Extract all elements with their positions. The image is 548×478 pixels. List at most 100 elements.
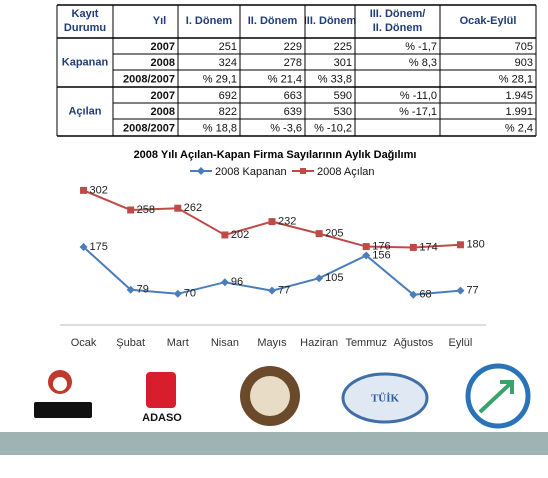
group-label: Kapanan [62,56,109,68]
legend-marker [300,168,306,174]
point [268,218,276,226]
year-cell: 2008/2007 [123,122,175,134]
header-cell: I. Dönem [186,15,233,27]
legend-label: 2008 Kapanan [215,166,287,178]
point [315,230,323,238]
x-tick-label: Eylül [449,337,473,349]
data-label: 77 [466,285,478,297]
point [409,290,418,299]
x-tick-label: Ağustos [393,337,433,349]
logo-ito-base [34,402,92,418]
header-cell: Yıl [153,15,166,27]
data-label: 68 [419,289,431,301]
point [456,286,465,295]
year-cell: 2007 [151,90,175,102]
value-cell: % 29,1 [203,73,237,85]
data-label: 262 [184,202,202,214]
value-cell: % -17,1 [399,106,437,118]
value-cell: 530 [334,106,352,118]
point [362,251,371,260]
x-tick-label: Temmuz [345,337,387,349]
x-tick-label: Mayıs [257,337,287,349]
data-label: 156 [372,249,390,261]
x-tick-label: Nisan [211,337,239,349]
logo-cka-arrow [478,380,514,414]
point [315,274,324,283]
logo-adaso-mark [146,372,176,408]
data-label: 176 [372,240,390,252]
value-cell: 705 [515,41,533,53]
point [174,204,182,212]
header-cell: Kayıt Durumu [64,8,106,34]
data-label: 258 [137,204,155,216]
data-label: 205 [325,228,343,240]
x-tick-label: Haziran [300,337,338,349]
data-label: 77 [278,285,290,297]
data-label: 175 [90,241,108,253]
logo-tuik-text: TÜİK [371,392,400,405]
value-cell: 324 [219,57,237,69]
logo-tuik [341,372,429,424]
value-cell: 251 [219,41,237,53]
value-cell: % 8,3 [409,57,437,69]
data-label: 202 [231,229,249,241]
logo-ito-mark [53,377,67,391]
value-cell: 663 [284,90,302,102]
value-cell: % -3,6 [270,122,302,134]
point [126,285,135,294]
logo-borsa-inner [250,376,290,416]
value-cell: % 2,4 [505,122,533,134]
data-label: 105 [325,272,343,284]
legend-label: 2008 Açılan [317,166,375,178]
point [362,243,370,251]
footer-band [0,432,548,455]
x-tick-label: Mart [167,337,189,349]
point [79,243,88,251]
point [80,186,88,194]
data-label: 96 [231,276,243,288]
value-cell: % -10,2 [314,122,352,134]
value-cell: 903 [515,57,533,69]
value-cell: 822 [219,106,237,118]
value-cell: % 28,1 [499,73,533,85]
legend-marker [197,167,205,175]
year-cell: 2008/2007 [123,73,175,85]
value-cell: 278 [284,57,302,69]
value-cell: 225 [334,41,352,53]
header-cell: III. Dönem [304,15,357,27]
data-label: 180 [466,239,484,251]
data-label: 70 [184,288,196,300]
point [127,206,135,214]
value-cell: 229 [284,41,302,53]
header-cell: II. Dönem [248,15,298,27]
data-label: 232 [278,216,296,228]
value-cell: 639 [284,106,302,118]
value-cell: % -1,7 [405,41,437,53]
value-cell: 1.991 [505,106,533,118]
x-tick-label: Şubat [116,337,145,349]
point [221,231,229,239]
header-cell: Ocak-Eylül [460,15,517,27]
value-cell: 1.945 [505,90,533,102]
point [173,289,182,298]
value-cell: % 33,8 [318,73,352,85]
point [409,243,417,251]
logo-adaso-text: ADASO [142,412,182,424]
chart-title: 2008 Yılı Açılan-Kapan Firma Sayılarının… [134,149,417,161]
value-cell: 692 [219,90,237,102]
point [456,241,464,249]
point [220,278,229,287]
value-cell: % 18,8 [203,122,237,134]
data-label: 174 [419,241,437,253]
year-cell: 2008 [151,106,175,118]
group-label: Açılan [68,105,101,117]
point [268,286,276,295]
x-tick-label: Ocak [71,337,97,349]
data-label: 302 [90,184,108,196]
year-cell: 2007 [151,41,175,53]
value-cell: 301 [334,57,352,69]
value-cell: 590 [334,90,352,102]
data-label: 79 [137,284,149,296]
value-cell: % -11,0 [400,90,437,102]
